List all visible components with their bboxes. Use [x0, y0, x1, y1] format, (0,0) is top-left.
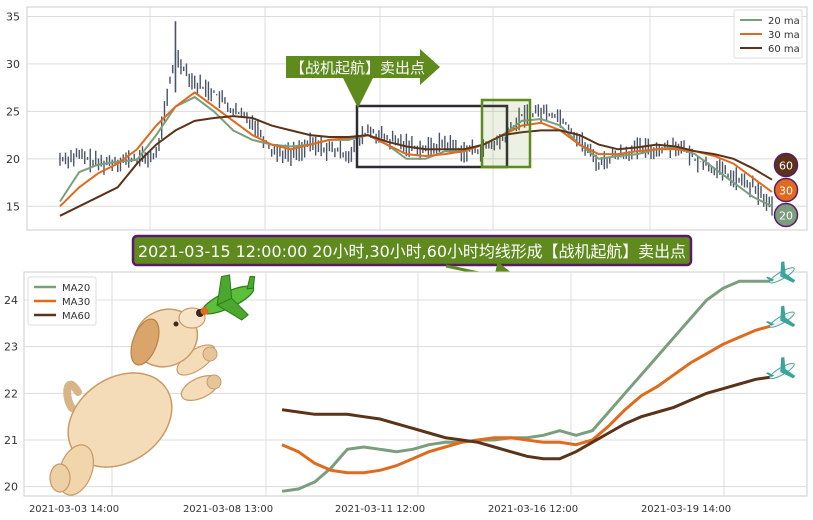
- bottom-y-tick-1: 21: [4, 434, 18, 447]
- airplane-icon-2: [766, 356, 796, 380]
- top-y-ticks: 15 20 25 30 35: [6, 10, 20, 213]
- top-legend: 20 ma 30 ma 60 ma: [733, 9, 803, 59]
- signal-arrow-label: 【战机起航】卖出点: [286, 49, 440, 108]
- top-legend-box: [733, 9, 803, 59]
- bottom-line-MA60: [281, 375, 773, 461]
- bottom-legend-label-0: MA20: [62, 283, 90, 294]
- bottom-line-MA30: [281, 324, 773, 475]
- toy-plane-icon: [200, 274, 256, 321]
- bottom-x-ticks: 2021-03-03 14:00 2021-03-08 13:00 2021-03-…: [29, 504, 731, 515]
- signal-label-text: 【战机起航】卖出点: [290, 59, 425, 77]
- bottom-y-tick-2: 22: [4, 387, 18, 400]
- bottom-x-tick-4: 2021-03-19 14:00: [641, 504, 731, 515]
- top-y-tick-2: 25: [6, 105, 20, 118]
- bottom-ma-lines: [281, 279, 773, 493]
- bottom-legend: MA20 MA30 MA60: [27, 276, 97, 326]
- badge-60-text: 60: [779, 160, 793, 173]
- signal-arrow-shape: [286, 49, 440, 85]
- bottom-y-ticks: 20 21 22 23 24: [4, 294, 18, 494]
- top-legend-label-1: 30 ma: [768, 30, 800, 41]
- signal-banner: 2021-03-15 12:00:00 20小时,30小时,60小时均线形成【战…: [131, 234, 693, 291]
- top-line-60-ma: [59, 115, 773, 217]
- top-legend-label-0: 20 ma: [768, 16, 800, 27]
- top-line-30-ma: [59, 91, 773, 208]
- bottom-chart: 20 21 22 23 24 2021-03-03 14:00 2021-03-08 13…: [4, 261, 808, 515]
- badge-60: [773, 152, 799, 178]
- dog-chasing-plane-icon: [49, 274, 256, 496]
- bottom-x-tick-0: 2021-03-03 14:00: [29, 504, 119, 515]
- signal-highlight-box: [480, 98, 532, 169]
- consolidation-box: [355, 104, 509, 169]
- airplane-icon-1: [766, 305, 796, 328]
- top-y-tick-3: 30: [6, 58, 20, 71]
- bottom-x-tick-1: 2021-03-08 13:00: [183, 504, 273, 515]
- bottom-legend-label-2: MA60: [62, 311, 90, 322]
- banner-text: 2021-03-15 12:00:00 20小时,30小时,60小时均线形成【战…: [138, 242, 686, 261]
- badge-30-text: 30: [779, 185, 793, 198]
- airplane-icons: [766, 261, 796, 380]
- badge-30: [773, 177, 799, 203]
- bottom-x-tick-3: 2021-03-16 12:00: [488, 504, 578, 515]
- bottom-y-tick-4: 24: [4, 294, 18, 307]
- top-y-tick-0: 15: [6, 200, 20, 213]
- top-y-tick-4: 35: [6, 10, 20, 23]
- bottom-y-tick-0: 20: [4, 481, 18, 494]
- top-chart: 15 20 25 30 35 【战机起航】卖出点 20 ma 30 ma 60 ma 60 …: [6, 6, 808, 231]
- ma-badges: 60 30 20: [773, 152, 799, 228]
- badge-20-text: 20: [779, 210, 793, 223]
- bottom-x-tick-2: 2021-03-11 12:00: [335, 504, 425, 515]
- top-y-tick-1: 20: [6, 153, 20, 166]
- top-plot-frame: [26, 6, 808, 231]
- airplane-icon-0: [766, 261, 796, 284]
- top-legend-label-2: 60 ma: [768, 44, 800, 55]
- banner-box: [131, 234, 693, 267]
- top-ma-lines: [59, 91, 773, 217]
- bottom-line-MA20: [281, 279, 772, 493]
- bottom-legend-box: [27, 276, 97, 326]
- bottom-y-tick-3: 23: [4, 341, 18, 354]
- bottom-legend-label-1: MA30: [62, 297, 90, 308]
- badge-20: [773, 202, 799, 228]
